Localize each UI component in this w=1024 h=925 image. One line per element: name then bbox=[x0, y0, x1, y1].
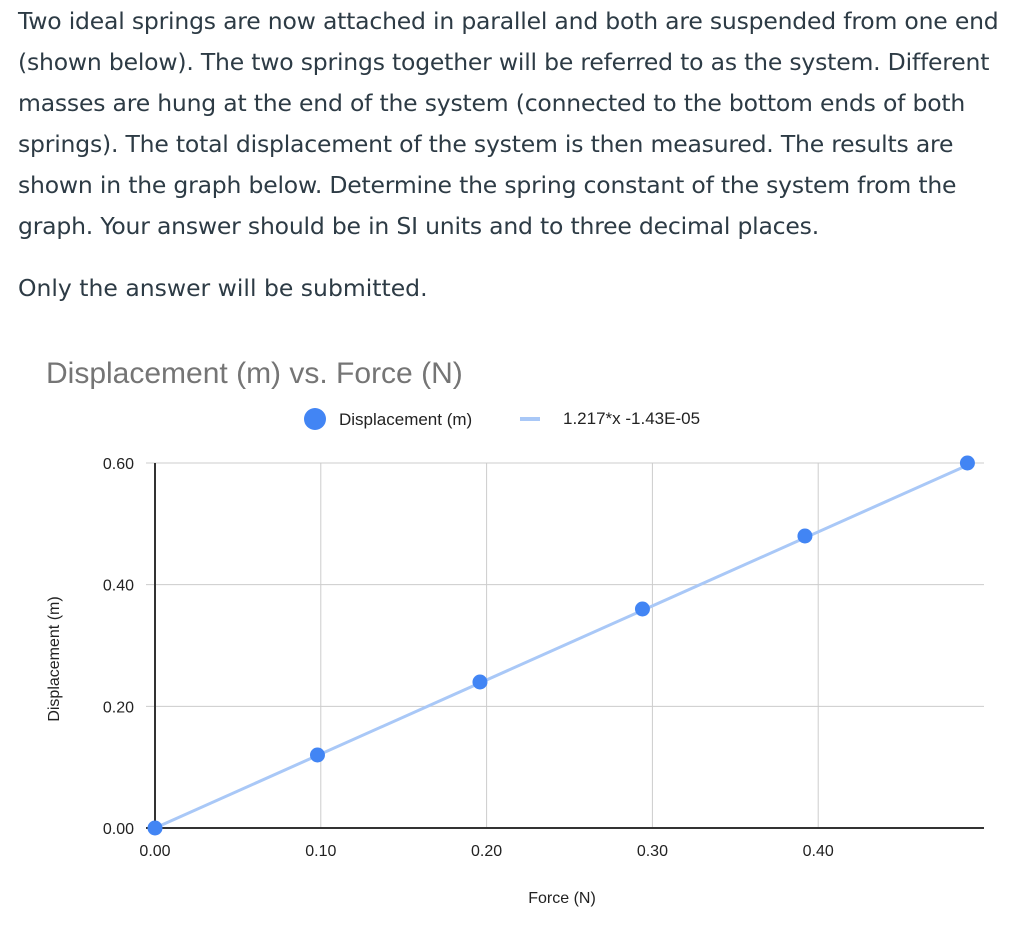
question-paragraph: Two ideal springs are now attached in pa… bbox=[18, 7, 999, 240]
data-point bbox=[147, 820, 163, 836]
x-tick-label: 0.00 bbox=[139, 843, 170, 860]
displacement-force-chart: Displacement (m) vs. Force (N) Displacem… bbox=[46, 357, 984, 907]
y-tick-label: 0.00 bbox=[103, 821, 134, 838]
y-tick-label: 0.20 bbox=[103, 699, 134, 716]
legend-marker-displacement bbox=[304, 408, 326, 430]
data-point bbox=[309, 747, 325, 763]
trendline bbox=[154, 463, 969, 830]
gridlines bbox=[146, 462, 984, 828]
y-tick-label: 0.40 bbox=[103, 578, 134, 595]
y-tick-label: 0.60 bbox=[103, 456, 134, 473]
legend-marker-trendline bbox=[520, 417, 540, 421]
y-axis-label: Displacement (m) bbox=[46, 596, 63, 721]
data-point bbox=[634, 601, 650, 617]
x-tick-label: 0.40 bbox=[803, 843, 834, 860]
data-points bbox=[147, 455, 975, 836]
x-tick-label: 0.30 bbox=[637, 843, 668, 860]
data-point bbox=[797, 528, 813, 544]
trendline-layer bbox=[154, 463, 969, 830]
question-text: Two ideal springs are now attached in pa… bbox=[18, 0, 1013, 309]
data-point bbox=[472, 674, 488, 690]
x-tick-label: 0.10 bbox=[305, 843, 336, 860]
chart-title: Displacement (m) vs. Force (N) bbox=[46, 357, 463, 390]
data-point bbox=[959, 455, 975, 471]
legend-label-displacement: Displacement (m) bbox=[339, 410, 472, 429]
tick-labels: 0.00 0.20 0.40 0.60 0.00 0.10 0.20 0.30 0.40 bbox=[103, 456, 834, 860]
legend-label-trendline: 1.217*x -1.43E-05 bbox=[563, 409, 700, 428]
axes bbox=[146, 463, 984, 829]
x-tick-label: 0.20 bbox=[471, 843, 502, 860]
x-axis-label: Force (N) bbox=[528, 890, 596, 907]
question-note: Only the answer will be submitted. bbox=[18, 274, 428, 302]
